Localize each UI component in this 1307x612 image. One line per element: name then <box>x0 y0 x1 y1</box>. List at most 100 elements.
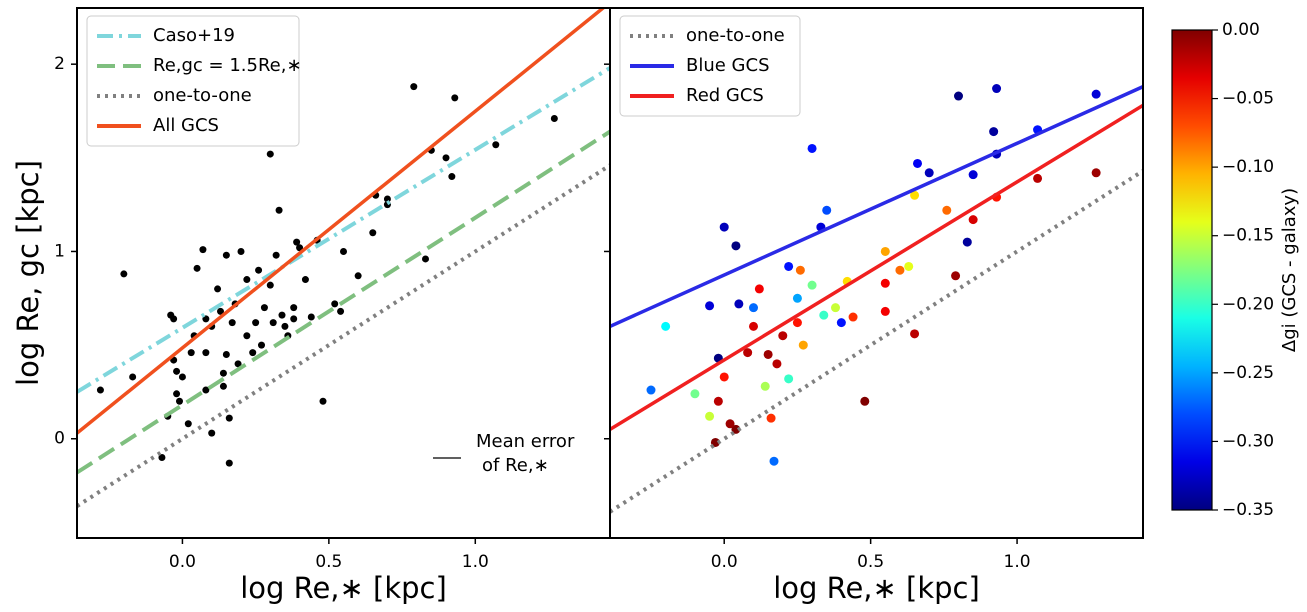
data-point <box>1033 173 1043 183</box>
data-point <box>784 374 794 384</box>
data-point <box>272 251 280 259</box>
data-point <box>340 247 347 255</box>
legend-label: Red GCS <box>686 85 764 106</box>
colorbar-tick-label: −0.10 <box>1222 157 1274 177</box>
fit-line <box>77 66 610 394</box>
data-point <box>719 372 729 382</box>
data-point <box>992 84 1002 94</box>
data-point <box>208 429 216 437</box>
data-point <box>129 373 137 381</box>
data-point <box>260 304 268 312</box>
legend-label: Blue GCS <box>686 55 770 76</box>
plot-area <box>610 84 1143 514</box>
data-point <box>383 195 391 203</box>
data-point <box>690 389 700 399</box>
data-point <box>734 299 744 309</box>
data-point <box>252 319 260 327</box>
data-point <box>831 303 840 313</box>
data-point <box>763 349 773 359</box>
data-point <box>202 386 210 394</box>
legend-label: Re,gc = 1.5Re,∗ <box>153 55 302 76</box>
colorbar-tick-label: −0.25 <box>1222 363 1274 383</box>
data-point <box>951 271 961 281</box>
data-point <box>968 170 978 180</box>
data-point <box>772 359 782 369</box>
data-point <box>290 315 298 323</box>
data-point <box>269 319 277 327</box>
data-point <box>249 349 257 357</box>
data-point <box>448 173 456 181</box>
x-axis-label: log Re,∗ [kpc] <box>773 571 980 605</box>
data-point <box>880 246 890 256</box>
data-point <box>924 168 934 178</box>
data-point <box>193 264 201 272</box>
data-point <box>219 382 227 390</box>
legend-label: one-to-one <box>686 25 785 46</box>
data-point <box>228 319 236 327</box>
x-tick-label: 1.0 <box>462 552 489 572</box>
data-point <box>369 229 377 237</box>
data-point <box>778 331 788 341</box>
y-axis-label: log Re, gc [kpc] <box>11 160 45 386</box>
data-point <box>234 360 242 368</box>
data-point <box>913 158 922 168</box>
colorbar-label: Δgi (GCS - galaxy) <box>1279 188 1300 352</box>
data-point <box>293 238 301 246</box>
data-point <box>120 270 128 278</box>
x-tick-label: 0.5 <box>315 552 342 572</box>
data-point <box>176 397 183 405</box>
data-point <box>319 397 327 405</box>
data-point <box>222 350 230 358</box>
data-point <box>275 206 283 214</box>
data-point <box>492 141 500 149</box>
legend-box <box>86 15 300 147</box>
x-axis-label: log Re,∗ [kpc] <box>240 571 447 605</box>
fit-line <box>610 103 1143 431</box>
data-point <box>442 154 450 162</box>
data-point <box>290 304 298 312</box>
data-point <box>354 272 362 280</box>
data-point <box>173 367 181 375</box>
data-point <box>798 340 808 350</box>
data-point <box>895 265 905 275</box>
fit-line <box>77 8 606 435</box>
data-point <box>989 127 999 137</box>
data-point <box>1091 89 1101 99</box>
data-point <box>749 303 758 313</box>
fit-line <box>610 85 1143 328</box>
data-point <box>860 396 870 406</box>
data-point <box>705 301 715 311</box>
axes-frame <box>609 7 1144 539</box>
data-point <box>848 312 858 322</box>
data-point <box>646 385 656 395</box>
data-point <box>331 300 339 308</box>
x-tick-label: 0.0 <box>169 552 196 572</box>
data-point <box>705 411 715 421</box>
colorbar <box>1171 29 1213 511</box>
data-point <box>942 205 952 215</box>
data-point <box>807 280 817 290</box>
data-point <box>962 237 972 247</box>
data-point <box>910 190 920 200</box>
data-point <box>278 311 286 319</box>
data-point <box>1091 168 1101 178</box>
annotation: of Re,∗ <box>482 455 549 476</box>
data-point <box>173 390 181 398</box>
data-point <box>202 349 210 357</box>
data-point <box>170 315 178 323</box>
x-tick-label: 1.0 <box>1004 552 1031 572</box>
data-point <box>713 396 723 406</box>
data-point <box>784 261 794 271</box>
data-point <box>266 281 274 289</box>
data-point <box>725 419 735 429</box>
data-point <box>202 315 210 323</box>
data-point <box>219 369 227 377</box>
x-tick-label: 0.5 <box>857 552 884 572</box>
data-point <box>225 414 233 422</box>
data-point <box>217 307 224 315</box>
data-point <box>422 255 429 263</box>
data-point <box>214 285 222 293</box>
data-point <box>792 318 802 328</box>
colorbar-tick-label: −0.20 <box>1222 294 1274 314</box>
legend-label: Caso+19 <box>153 25 235 46</box>
